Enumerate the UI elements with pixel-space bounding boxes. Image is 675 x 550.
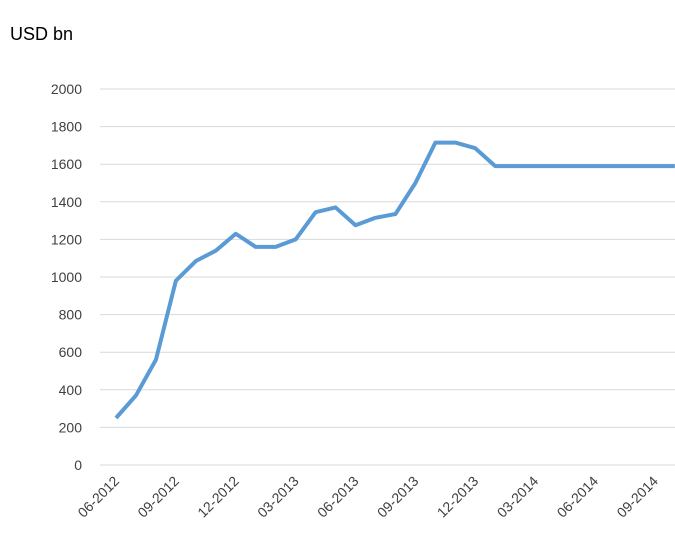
x-tick-label: 09-2014 [613,473,661,521]
y-tick-label: 1600 [51,156,82,172]
x-tick-label: 12-2013 [434,473,482,521]
y-tick-label: 1200 [51,231,82,247]
y-tick-label: 400 [59,382,83,398]
y-tick-label: 600 [59,344,83,360]
y-tick-label: 2000 [51,81,82,97]
x-tick-label: 03-2013 [254,473,302,521]
x-tick-label: 03-2014 [494,473,542,521]
y-tick-label: 0 [74,457,82,473]
x-tick-label: 09-2012 [134,473,182,521]
x-tick-label: 06-2014 [554,473,602,521]
y-tick-label: 1000 [51,269,82,285]
y-tick-label: 200 [59,419,83,435]
x-tick-label: 12-2012 [194,473,242,521]
y-tick-label: 800 [59,307,83,323]
x-tick-label: 06-2012 [74,473,122,521]
chart-title: USD bn [10,24,73,44]
x-tick-label: 06-2013 [314,473,362,521]
x-tick-label: 09-2013 [374,473,422,521]
y-tick-label: 1400 [51,194,82,210]
y-tick-label: 1800 [51,119,82,135]
data-line [114,140,675,420]
